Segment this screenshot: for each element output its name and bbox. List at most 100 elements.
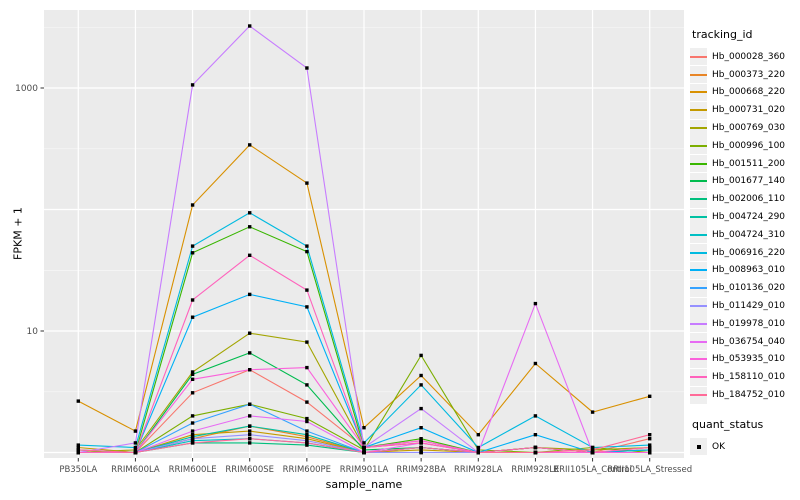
data-point	[305, 441, 309, 445]
data-point	[248, 253, 252, 257]
legend-key	[690, 386, 707, 404]
data-point	[248, 24, 252, 28]
data-point	[248, 433, 252, 437]
legend-item-label: Hb_002006_110	[712, 194, 786, 205]
legend-item-label: Hb_053935_010	[712, 354, 786, 365]
legend-key	[690, 137, 707, 155]
legend-item-label: Hb_036754_040	[712, 336, 786, 347]
legend-key	[690, 368, 707, 386]
legend-key	[690, 66, 707, 84]
x-tick-label: RRII105LA_Stressed	[607, 465, 692, 475]
data-point	[248, 402, 252, 406]
legend-key	[690, 333, 707, 351]
legend-key	[690, 83, 707, 101]
legend-item: Hb_000028_360	[690, 48, 798, 66]
data-point	[190, 429, 195, 433]
legend-item-label: OK	[712, 441, 725, 452]
legend-key-line-icon	[690, 340, 707, 343]
legend-key-line-icon	[690, 55, 707, 58]
data-point	[190, 372, 195, 376]
data-point	[305, 181, 309, 185]
legend-key-line-icon	[690, 376, 707, 379]
data-point	[648, 445, 652, 450]
ok-point-key	[690, 438, 707, 456]
x-tick-label: RRIM901LA	[340, 465, 389, 475]
legend-key	[690, 48, 707, 66]
data-point	[648, 433, 652, 437]
x-tick-label: RRIM928BA	[396, 465, 446, 475]
data-point	[419, 439, 423, 443]
data-point	[648, 448, 652, 452]
data-point	[419, 448, 423, 452]
data-point	[533, 361, 538, 366]
data-point	[419, 441, 423, 445]
data-point	[190, 315, 195, 319]
data-point	[190, 203, 195, 207]
data-point	[590, 450, 595, 455]
legend-item-ok: OK	[690, 438, 798, 456]
legend-item: Hb_000668_220	[690, 83, 798, 102]
data-point	[190, 370, 195, 374]
data-point	[305, 365, 309, 370]
legend-item-label: Hb_011429_010	[712, 301, 786, 312]
data-point	[476, 448, 480, 452]
legend-key-line-icon	[690, 216, 707, 219]
data-point	[419, 445, 423, 450]
data-point	[190, 435, 195, 439]
data-point	[133, 429, 138, 433]
legend-key	[690, 261, 707, 279]
x-tick-label: RRIM600SE	[225, 465, 274, 475]
legend-key-line-icon	[690, 233, 707, 236]
legend-key	[690, 119, 707, 137]
data-point	[248, 351, 252, 355]
legend-item: Hb_036754_040	[690, 333, 798, 351]
data-point	[190, 391, 195, 395]
legend-item-label: Hb_000373_220	[712, 69, 786, 80]
data-point	[362, 441, 366, 445]
legend-item-label: Hb_008963_010	[712, 265, 786, 276]
data-point	[476, 445, 480, 450]
data-point	[190, 298, 195, 302]
x-tick-label: RRIM600PE	[283, 465, 331, 475]
black-square-icon	[696, 444, 701, 449]
data-point	[590, 410, 595, 414]
data-point	[133, 441, 138, 445]
data-point	[419, 406, 423, 411]
data-point	[133, 450, 138, 455]
quant-status-legend: quant_status OK	[690, 418, 798, 456]
data-point	[305, 439, 309, 443]
data-point	[305, 244, 309, 248]
legend-key-line-icon	[690, 162, 707, 165]
data-point	[305, 435, 309, 439]
legend-item: Hb_002006_110	[690, 190, 798, 208]
data-point	[590, 445, 595, 450]
data-point	[305, 416, 309, 421]
legend-item: Hb_001511_200	[690, 155, 798, 173]
legend-item: Hb_019978_010	[690, 315, 798, 333]
data-point	[76, 450, 80, 455]
legend-key-line-icon	[690, 109, 707, 112]
data-point	[648, 394, 652, 398]
data-point	[248, 292, 252, 297]
data-point	[305, 419, 309, 424]
legend-item-label: Hb_000668_220	[712, 87, 786, 98]
legend-key	[690, 350, 707, 368]
legend-item: Hb_008963_010	[690, 261, 798, 280]
legend-key-line-icon	[690, 180, 707, 183]
legend-item-label: Hb_006916_220	[712, 247, 786, 258]
data-point	[419, 437, 423, 441]
data-point	[305, 305, 309, 309]
legend-key-line-icon	[690, 251, 707, 254]
data-point	[248, 429, 252, 433]
data-point	[362, 448, 366, 452]
data-point	[305, 429, 309, 433]
data-point	[533, 433, 538, 437]
legend-title-tracking-id: tracking_id	[692, 28, 753, 41]
legend-item: Hb_184752_010	[690, 386, 798, 404]
data-point	[648, 443, 652, 447]
data-point	[419, 353, 423, 358]
data-point	[362, 426, 366, 430]
data-point	[533, 450, 538, 455]
